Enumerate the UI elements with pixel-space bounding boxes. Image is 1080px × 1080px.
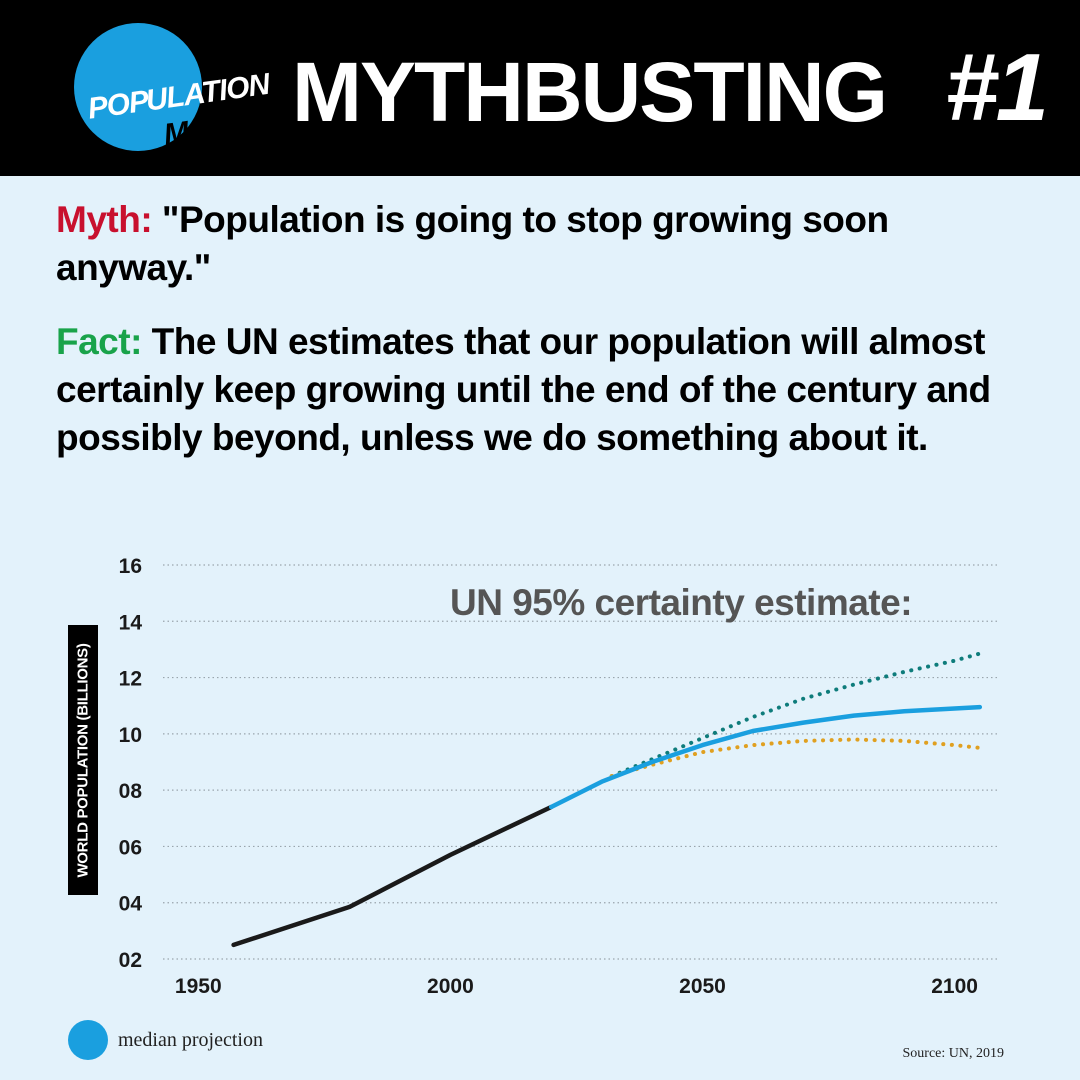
x-tick-label: 2050 bbox=[679, 975, 726, 998]
legend-label-median: median projection bbox=[118, 1028, 263, 1051]
y-axis-label-box: WORLD POPULATION (BILLIONS) bbox=[68, 625, 98, 895]
x-tick-label: 2100 bbox=[931, 975, 978, 998]
series-line-upper-bound bbox=[609, 651, 982, 779]
y-tick-label: 12 bbox=[119, 668, 142, 691]
series-line-lower-bound bbox=[609, 737, 982, 779]
y-tick-label: 04 bbox=[119, 893, 143, 916]
y-tick-label: 10 bbox=[119, 724, 142, 747]
y-axis-label: WORLD POPULATION (BILLIONS) bbox=[74, 642, 92, 878]
y-tick-label: 08 bbox=[119, 780, 143, 803]
series-line-median bbox=[548, 704, 983, 810]
logo-text-pop: POP bbox=[85, 84, 151, 126]
myth-text: "Population is going to stop growing soo… bbox=[56, 199, 889, 288]
fact-paragraph: Fact: The UN estimates that our populati… bbox=[56, 318, 1036, 462]
population-chart: 16 14 12 10 08 06 04 02 1950 2000 2050 2100 bbox=[119, 555, 1000, 998]
fact-label: Fact: bbox=[56, 321, 142, 362]
fact-text: The UN estimates that our population wil… bbox=[56, 321, 991, 458]
y-tick-label: 14 bbox=[119, 611, 143, 634]
series-line-historical bbox=[231, 804, 554, 948]
legend-swatch-median bbox=[68, 1020, 108, 1060]
header-bar: POP ULATION MATTERS MYTHBUSTING #1 bbox=[0, 0, 1080, 176]
y-tick-label: 02 bbox=[119, 949, 142, 972]
chart-annotation: UN 95% certainty estimate: bbox=[450, 582, 913, 623]
x-tick-label: 2000 bbox=[427, 975, 474, 998]
y-tick-label: 16 bbox=[119, 555, 142, 578]
post-number: #1 bbox=[945, 34, 1049, 141]
source-note: Source: UN, 2019 bbox=[902, 1046, 1005, 1061]
x-tick-label: 1950 bbox=[175, 975, 222, 998]
legend: median projection bbox=[68, 1020, 263, 1060]
myth-label: Myth: bbox=[56, 199, 153, 240]
population-matters-logo: POP ULATION MATTERS bbox=[74, 23, 301, 152]
myth-paragraph: Myth: "Population is going to stop growi… bbox=[56, 196, 1036, 292]
y-tick-label: 06 bbox=[119, 836, 142, 859]
page-title: MYTHBUSTING bbox=[292, 45, 888, 139]
